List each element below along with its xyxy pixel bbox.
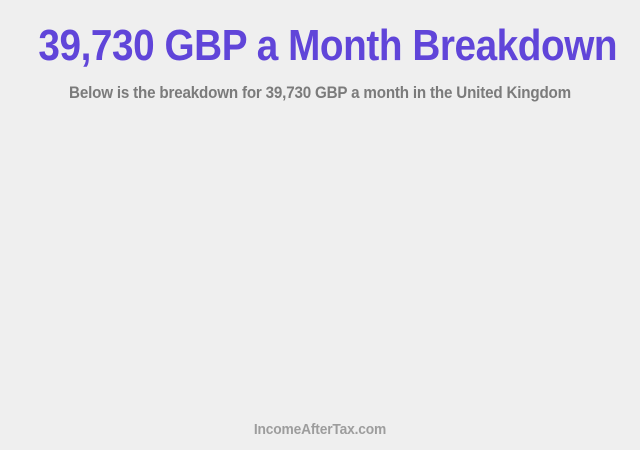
page-subtitle: Below is the breakdown for 39,730 GBP a … (69, 84, 571, 102)
footer-site-link[interactable]: IncomeAfterTax.com (253, 421, 387, 438)
page-title: 39,730 GBP a Month Breakdown (38, 21, 618, 70)
